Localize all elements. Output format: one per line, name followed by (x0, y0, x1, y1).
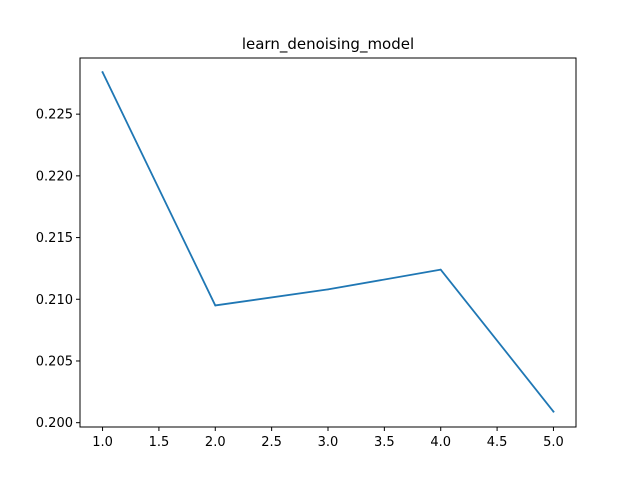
series-layer (101, 70, 555, 413)
x-tick-label: 1.0 (92, 435, 113, 450)
x-tick-label: 4.0 (430, 435, 451, 450)
y-tick-label: 0.220 (36, 169, 73, 184)
y-tick-label: 0.215 (36, 231, 73, 246)
x-tick-label: 5.0 (543, 435, 564, 450)
y-axis: 0.200 0.205 0.210 0.215 0.220 0.225 (36, 108, 80, 431)
data-point (101, 71, 104, 74)
data-point (214, 304, 217, 307)
x-tick-label: 1.5 (149, 435, 170, 450)
data-point (439, 268, 442, 271)
data-point (552, 410, 555, 413)
x-tick-label: 4.5 (487, 435, 508, 450)
x-axis: 1.0 1.5 2.0 2.5 3.0 3.5 4.0 4.5 5.0 (92, 427, 564, 450)
data-point (327, 288, 329, 291)
y-tick-label: 0.205 (36, 354, 73, 369)
x-tick-label: 2.5 (261, 435, 282, 450)
x-tick-label: 3.5 (374, 435, 395, 450)
chart-title: learn_denoising_model (242, 35, 414, 54)
plot-frame (79, 57, 577, 428)
y-tick-label: 0.210 (36, 293, 73, 308)
y-tick-label: 0.225 (36, 108, 73, 123)
x-tick-label: 2.0 (205, 435, 226, 450)
x-tick-label: 3.0 (318, 435, 339, 450)
y-tick-label: 0.200 (36, 416, 73, 431)
